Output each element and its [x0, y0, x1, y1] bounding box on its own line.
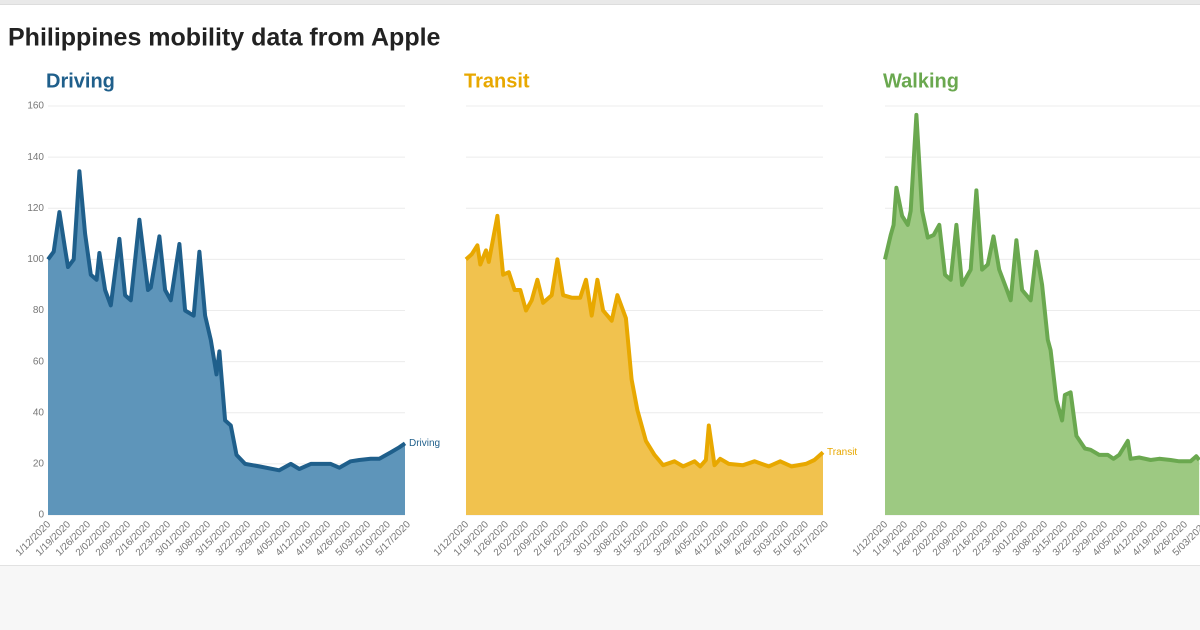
y-tick-label: 60: [33, 356, 45, 367]
area: [885, 114, 1200, 516]
panel-title: Walking: [883, 70, 959, 92]
top-strip: [0, 0, 1200, 4]
area: [48, 171, 405, 515]
line: [46, 169, 407, 473]
panel-title: Driving: [46, 70, 115, 92]
area: [466, 215, 823, 515]
page-title: Philippines mobility data from Apple: [8, 24, 441, 52]
y-tick-label: 160: [27, 101, 44, 112]
end-label: Transit: [827, 447, 857, 458]
end-label: Driving: [409, 438, 440, 449]
y-tick-label: 120: [27, 203, 44, 214]
y-tick-label: 20: [33, 459, 45, 470]
y-tick-label: 100: [27, 254, 44, 265]
y-tick-label: 0: [38, 510, 44, 521]
line: [883, 112, 1200, 464]
panel-title: Transit: [464, 70, 530, 92]
y-tick-label: 40: [33, 407, 45, 418]
y-tick-label: 140: [27, 152, 44, 163]
line: [464, 213, 825, 469]
y-tick-label: 80: [33, 305, 45, 316]
